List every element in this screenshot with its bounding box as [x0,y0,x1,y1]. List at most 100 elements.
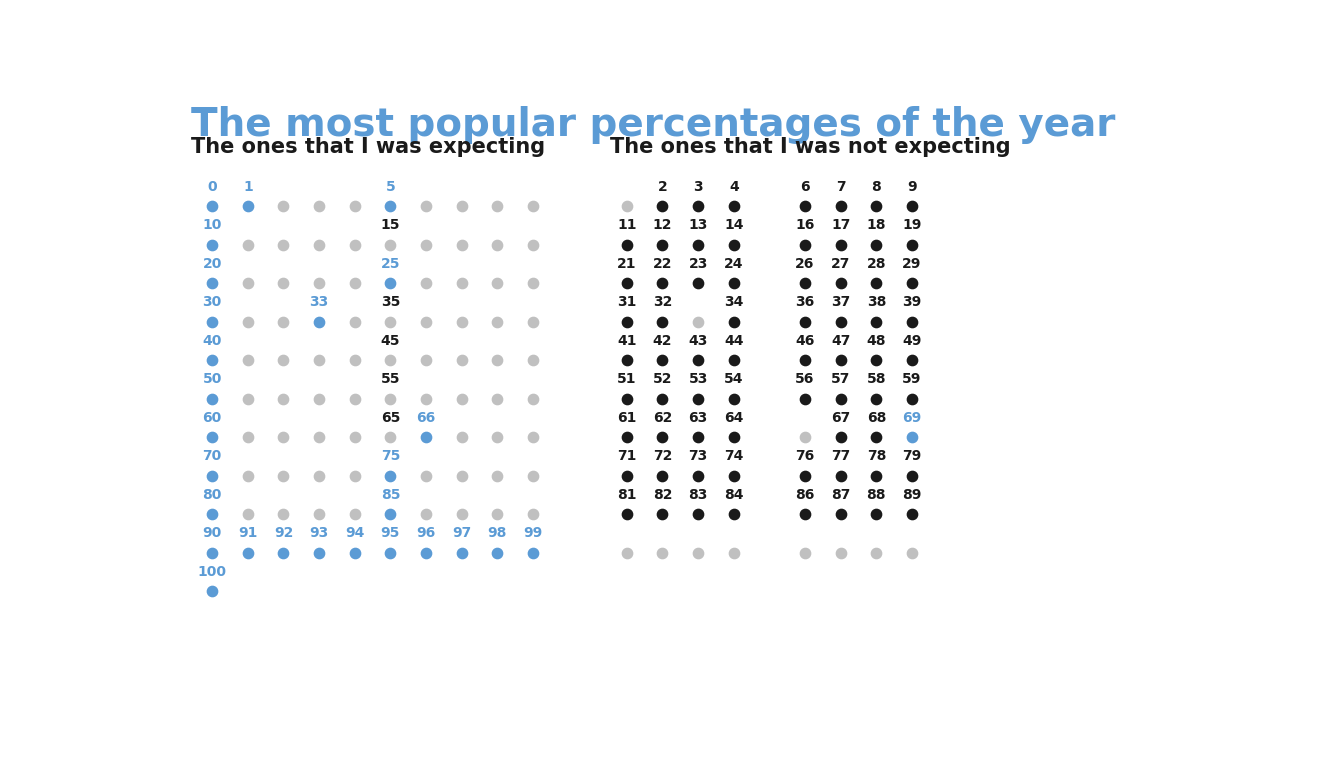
Point [652,547,673,559]
Point [831,431,852,443]
Point [687,200,708,212]
Point [794,508,816,520]
Text: 29: 29 [902,257,922,271]
Text: 26: 26 [796,257,814,271]
Point [452,277,473,290]
Point [794,354,816,366]
Point [652,277,673,290]
Point [523,431,544,443]
Point [523,316,544,328]
Point [202,508,223,520]
Text: 94: 94 [345,526,364,541]
Text: 6: 6 [800,180,810,194]
Text: 34: 34 [724,296,743,310]
Point [723,431,745,443]
Text: 24: 24 [724,257,743,271]
Text: 17: 17 [831,218,851,232]
Text: 2: 2 [657,180,668,194]
Point [487,469,508,482]
Text: 66: 66 [417,411,435,425]
Text: 72: 72 [653,449,672,463]
Point [415,431,437,443]
Text: 55: 55 [380,372,401,386]
Point [452,200,473,212]
Point [308,392,329,405]
Text: 84: 84 [724,488,743,502]
Text: 19: 19 [902,218,922,232]
Point [308,239,329,251]
Point [902,354,923,366]
Point [415,392,437,405]
Text: 16: 16 [796,218,814,232]
Point [308,469,329,482]
Text: 60: 60 [203,411,222,425]
Point [831,316,852,328]
Text: 33: 33 [309,296,329,310]
Text: 30: 30 [203,296,222,310]
Text: 0: 0 [207,180,216,194]
Text: The ones that I was expecting: The ones that I was expecting [191,137,546,157]
Text: 35: 35 [380,296,401,310]
Point [866,277,887,290]
Point [687,239,708,251]
Point [273,354,294,366]
Text: 7: 7 [836,180,845,194]
Text: 50: 50 [203,372,222,386]
Text: 22: 22 [653,257,672,271]
Point [344,392,366,405]
Point [902,508,923,520]
Text: 43: 43 [688,334,708,348]
Point [237,239,258,251]
Text: 21: 21 [617,257,637,271]
Text: 46: 46 [796,334,814,348]
Point [687,508,708,520]
Point [902,277,923,290]
Point [308,547,329,559]
Point [616,469,637,482]
Point [523,277,544,290]
Point [344,239,366,251]
Point [652,392,673,405]
Point [308,277,329,290]
Point [344,469,366,482]
Point [723,316,745,328]
Point [523,547,544,559]
Text: 3: 3 [694,180,703,194]
Point [344,431,366,443]
Text: 5: 5 [386,180,395,194]
Point [523,239,544,251]
Point [866,431,887,443]
Point [344,316,366,328]
Point [794,392,816,405]
Text: 36: 36 [796,296,814,310]
Text: 23: 23 [688,257,708,271]
Point [415,547,437,559]
Point [866,392,887,405]
Point [723,469,745,482]
Text: 82: 82 [653,488,672,502]
Point [794,200,816,212]
Point [202,354,223,366]
Text: 67: 67 [831,411,851,425]
Text: 74: 74 [724,449,743,463]
Point [487,431,508,443]
Text: 87: 87 [831,488,851,502]
Point [237,392,258,405]
Point [415,469,437,482]
Point [379,392,401,405]
Point [487,316,508,328]
Point [866,239,887,251]
Point [723,392,745,405]
Text: 18: 18 [867,218,886,232]
Point [794,316,816,328]
Text: 81: 81 [617,488,637,502]
Text: 77: 77 [831,449,851,463]
Point [273,547,294,559]
Point [273,469,294,482]
Point [902,316,923,328]
Text: 53: 53 [688,372,708,386]
Point [273,316,294,328]
Point [379,354,401,366]
Point [866,469,887,482]
Text: 95: 95 [380,526,401,541]
